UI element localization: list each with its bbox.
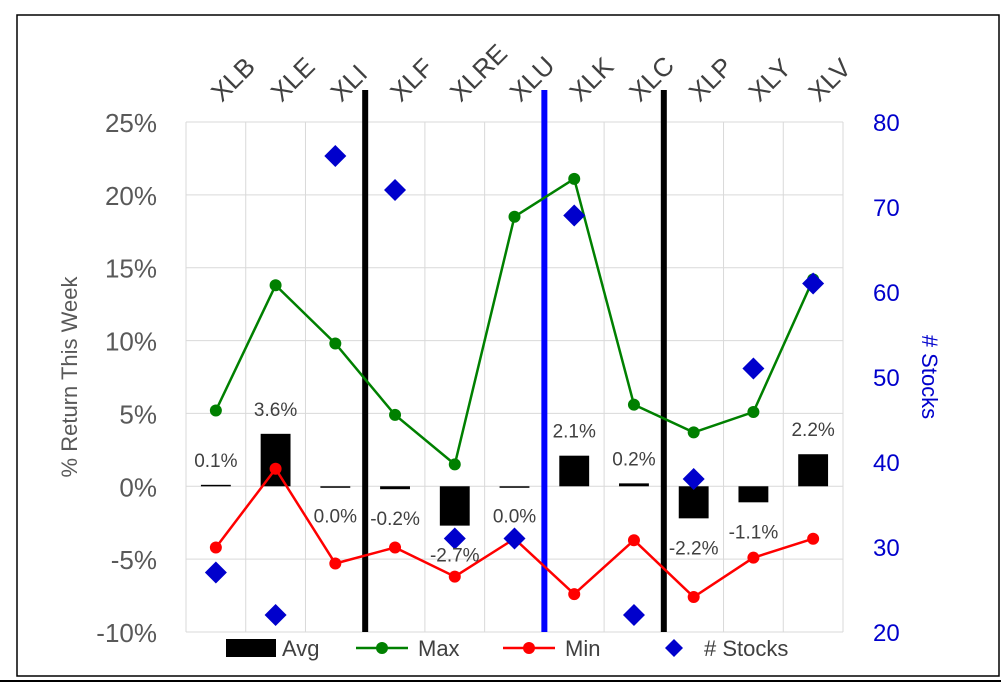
data-label-avg-xlre: -2.7% [430,546,480,567]
bar-avg-xlf [380,486,410,490]
y-tick-label: 15% [105,254,157,284]
point-min-xlp [687,591,700,604]
point-min-xlc [627,534,640,547]
point-min-xlf [389,541,402,554]
data-label-avg-xlc: 0.2% [612,449,655,470]
data-label-avg-xlu: 0.0% [493,506,536,527]
stock-count-markers [204,145,825,626]
y2-tick-label: 40 [873,450,900,477]
legend: Avg Max Min # Stocks [226,636,788,661]
bar-avg-xle [260,433,291,487]
bar-avg-xlu [499,486,530,488]
bar-avg-xly [738,486,769,503]
point-stocks-xli [324,145,347,167]
bar-avg-xlc [619,483,649,487]
point-stocks-xlk [563,204,586,227]
y-axis-title: % Return This Week [57,276,82,478]
point-max-xlf [389,408,402,421]
data-label-avg-xlb: 0.1% [194,451,237,472]
y2-axis-title: # Stocks [917,335,942,419]
avg-bars [200,433,829,526]
point-max-xlp [687,426,700,439]
bar-avg-xlre [439,486,470,526]
point-stocks-xly [742,357,765,380]
point-max-xlb [209,404,222,417]
category-separators [362,90,667,632]
point-max-xli [329,337,342,350]
legend-marker-min [523,642,535,654]
point-max-xlc [627,398,640,411]
legend-label-max: Max [418,636,460,661]
point-stocks-xlu [503,527,526,550]
y-tick-label: 10% [105,327,157,357]
y2-tick-label: 20 [873,620,900,647]
point-min-xlb [209,541,222,554]
point-min-xlv [807,532,820,545]
bar-avg-xlb [200,484,231,487]
data-label-avg-xlv: 2.2% [791,420,834,441]
data-label-avg-xlf: -0.2% [370,509,420,530]
point-stocks-xlc [622,604,645,626]
y-tick-label: 25% [105,108,157,138]
y-tick-label: 5% [119,399,157,429]
point-max-xlre [448,458,461,471]
point-min-xlre [448,570,461,583]
y2-tick-label: 50 [873,365,900,392]
point-max-xlk [568,172,581,185]
point-max-xle [269,279,282,292]
point-min-xlk [568,588,581,601]
point-stocks-xlb [204,561,227,584]
point-stocks-xlre [443,527,466,550]
legend-label-stocks: # Stocks [704,636,788,661]
y-tick-label: 0% [119,472,157,502]
data-label-avg-xli: 0.0% [314,506,357,527]
point-min-xli [329,557,342,570]
y-tick-label: 20% [105,181,157,211]
bar-avg-xlp [678,486,709,519]
point-stocks-xlp [682,468,705,490]
y2-tick-label: 80 [873,110,900,137]
data-label-avg-xlk: 2.1% [553,422,596,443]
y2-tick-label: 30 [873,535,900,562]
chart-border [16,14,1000,677]
legend-marker-max [376,642,388,654]
point-max-xlu [508,210,521,223]
y2-tick-label: 60 [873,280,900,307]
data-label-avg-xly: -1.1% [729,522,779,543]
legend-label-min: Min [565,636,600,661]
point-stocks-xlf [384,179,407,201]
legend-swatch-avg [226,639,276,657]
point-stocks-xlv [802,272,825,295]
y2-tick-label: 70 [873,195,900,222]
data-labels: 0.1% 3.6% 0.0% -0.2% -2.7% 0.0% 2.1% 0.2% -2.2%-… [194,400,835,567]
legend-label-avg: Avg [282,636,320,661]
point-max-xly [747,405,760,418]
bar-avg-xlv [798,454,829,487]
point-min-xle [269,462,282,475]
y-tick-label: -10% [96,618,157,648]
data-label-avg-xle: 3.6% [254,400,297,421]
y-tick-label: -5% [111,545,157,575]
point-min-xly [747,551,760,564]
data-label-avg-xlp: -2.2% [669,538,719,559]
point-stocks-xle [264,604,287,626]
legend-marker-stocks [665,639,683,657]
bar-avg-xli [320,486,351,488]
bar-avg-xlk [559,455,590,487]
